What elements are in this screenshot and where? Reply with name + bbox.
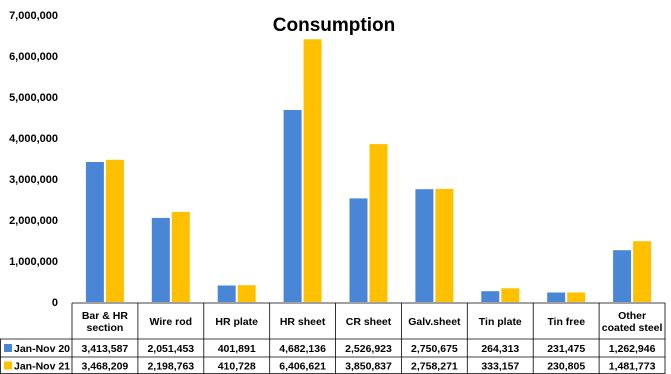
bar-series-1 bbox=[85, 162, 104, 302]
legend-label: Jan-Nov 21 bbox=[14, 361, 70, 373]
category-label: HR plate bbox=[215, 316, 258, 328]
data-value-label: 2,051,453 bbox=[147, 343, 194, 355]
y-tick-label: 2,000,000 bbox=[9, 215, 58, 227]
bar-series-2 bbox=[501, 288, 520, 302]
bar-series-2 bbox=[303, 39, 322, 303]
category-label: Bar & HR bbox=[82, 310, 129, 322]
y-axis: 0 1,000,000 2,000,000 3,000,000 4,000,000 5,0… bbox=[9, 10, 58, 309]
data-value-label: 3,850,837 bbox=[345, 361, 392, 373]
data-value-label: 264,313 bbox=[481, 343, 519, 355]
data-value-label: 1,481,773 bbox=[609, 361, 656, 373]
category-label: Tin plate bbox=[479, 316, 522, 328]
y-tick-label: 4,000,000 bbox=[9, 133, 58, 145]
y-tick-label: 0 bbox=[52, 297, 58, 309]
bar-series-1 bbox=[481, 291, 500, 302]
bar-series-2 bbox=[369, 144, 388, 302]
legend-label: Jan-Nov 20 bbox=[14, 343, 70, 355]
data-value-label: 2,750,675 bbox=[411, 343, 458, 355]
data-value-label: 6,406,621 bbox=[279, 361, 326, 373]
legend-swatch bbox=[4, 344, 12, 352]
y-tick-label: 3,000,000 bbox=[9, 174, 58, 186]
category-label: HR sheet bbox=[280, 316, 326, 328]
bar-series-1 bbox=[217, 285, 236, 302]
y-tick-label: 7,000,000 bbox=[9, 10, 58, 22]
bars bbox=[85, 39, 652, 303]
data-value-label: 230,805 bbox=[547, 361, 585, 373]
bar-series-2 bbox=[633, 241, 652, 302]
data-value-label: 2,758,271 bbox=[411, 361, 458, 373]
bar-series-1 bbox=[283, 110, 302, 302]
category-label: Tin free bbox=[547, 316, 585, 328]
category-label: Other bbox=[618, 310, 646, 322]
data-value-label: 4,682,136 bbox=[279, 343, 326, 355]
data-value-label: 1,262,946 bbox=[609, 343, 656, 355]
data-value-label: 333,157 bbox=[481, 361, 519, 373]
data-value-label: 231,475 bbox=[547, 343, 585, 355]
y-tick-label: 1,000,000 bbox=[9, 256, 58, 268]
data-value-label: 2,526,923 bbox=[345, 343, 392, 355]
data-value-label: 2,198,763 bbox=[147, 361, 194, 373]
bar-series-2 bbox=[237, 285, 256, 302]
data-value-label: 401,891 bbox=[218, 343, 256, 355]
data-value-label: 3,413,587 bbox=[82, 343, 129, 355]
legend-swatch bbox=[4, 361, 12, 370]
y-tick-label: 5,000,000 bbox=[9, 92, 58, 104]
y-tick-label: 6,000,000 bbox=[9, 51, 58, 63]
category-label: Wire rod bbox=[150, 316, 193, 328]
category-label: section bbox=[87, 322, 124, 334]
bar-series-1 bbox=[415, 189, 434, 302]
data-value-label: 410,728 bbox=[218, 361, 256, 373]
bar-series-2 bbox=[171, 211, 190, 302]
bar-series-2 bbox=[105, 159, 124, 302]
category-label: CR sheet bbox=[346, 316, 392, 328]
chart-title: Consumption bbox=[273, 15, 395, 36]
bar-series-1 bbox=[613, 250, 632, 302]
bar-series-1 bbox=[349, 198, 368, 302]
category-label: coated steel bbox=[602, 322, 663, 334]
bar-series-1 bbox=[151, 217, 170, 302]
bar-series-1 bbox=[547, 292, 566, 302]
category-label: Galv.sheet bbox=[408, 316, 461, 328]
bar-series-2 bbox=[435, 188, 454, 302]
bar-series-2 bbox=[567, 292, 586, 302]
data-value-label: 3,468,209 bbox=[82, 361, 129, 373]
